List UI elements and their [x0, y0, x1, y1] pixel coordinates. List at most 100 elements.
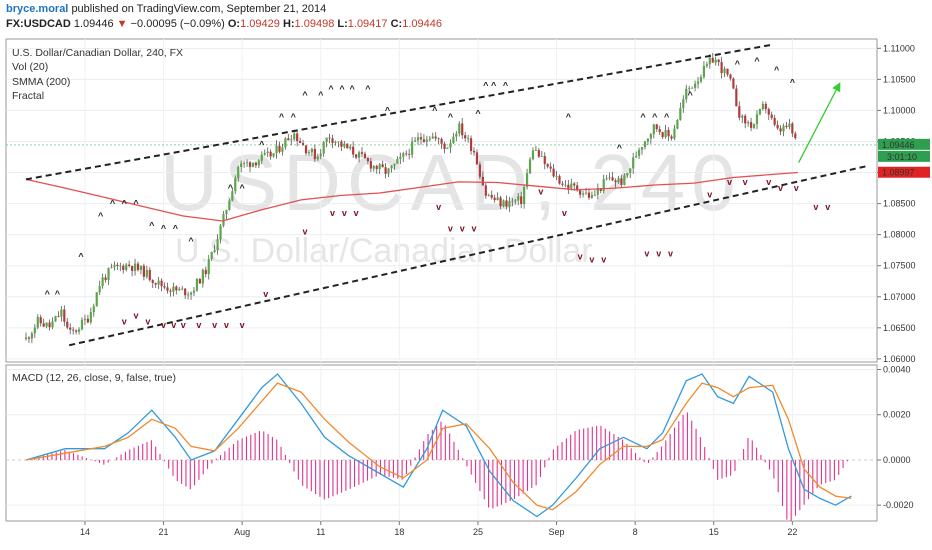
candle-up	[207, 258, 210, 275]
candle-up	[325, 137, 328, 143]
candle-up	[192, 290, 196, 293]
fractal-down-marker: v	[134, 311, 139, 321]
candle-up	[511, 200, 514, 202]
candle-down	[549, 166, 552, 169]
fractal-down-marker: v	[171, 320, 176, 330]
candle-up	[691, 87, 694, 89]
candle-down	[128, 264, 131, 267]
candle-down	[419, 137, 423, 140]
price-axis[interactable]: 1.110001.105001.100001.095001.090001.085…	[877, 43, 916, 364]
candle-up	[113, 264, 116, 268]
candle-up	[24, 337, 28, 340]
candle-up	[243, 163, 246, 164]
indicator-smma[interactable]: SMMA (200)	[12, 76, 70, 88]
candle-down	[791, 123, 794, 134]
fractal-down-marker: v	[161, 320, 166, 330]
time-tick-label: 22	[787, 527, 797, 537]
fractal-down-marker: v	[794, 183, 799, 193]
candle-down	[287, 138, 290, 141]
candle-up	[349, 146, 352, 149]
candle-down	[366, 158, 370, 162]
fractal-up-marker: ^	[365, 84, 371, 94]
candle-up	[643, 141, 647, 148]
candle-up	[693, 83, 697, 88]
candlesticks	[24, 52, 797, 344]
candle-up	[708, 57, 711, 65]
smma-line	[25, 171, 798, 222]
candle-up	[534, 150, 538, 151]
candle-down	[204, 269, 207, 275]
candle-down	[776, 124, 779, 129]
candle-up	[195, 279, 199, 291]
candle-down	[469, 138, 473, 151]
candle-up	[33, 327, 36, 334]
candle-down	[440, 138, 443, 144]
macd-tick-label: 0.0020	[883, 410, 911, 420]
candle-down	[254, 162, 258, 166]
candle-up	[758, 108, 762, 115]
fractal-down-marker: v	[825, 202, 830, 212]
candle-down	[537, 150, 540, 157]
fractal-up-marker: ^	[483, 81, 489, 91]
candle-up	[219, 225, 222, 240]
main-pane[interactable]	[5, 38, 878, 363]
candle-up	[133, 263, 137, 271]
candle-down	[717, 59, 720, 63]
price-tick-label: 1.08000	[883, 230, 916, 240]
candle-down	[86, 318, 89, 323]
fractal-up-marker: ^	[432, 106, 438, 116]
candle-down	[546, 164, 549, 167]
published-text: published on TradingView.com, September …	[71, 3, 327, 15]
projection-arrow[interactable]	[798, 82, 841, 163]
candle-up	[110, 267, 113, 269]
main-legend[interactable]: U.S. Dollar/Canadian Dollar, 240, FX Vol…	[12, 47, 183, 102]
fractal-down-marker: v	[354, 208, 359, 218]
candle-up	[699, 77, 703, 82]
candle-down	[408, 153, 411, 155]
candle-up	[98, 286, 101, 293]
candle-down	[346, 143, 349, 149]
candle-up	[705, 64, 708, 67]
indicator-vol[interactable]: Vol (20)	[12, 61, 48, 73]
candle-down	[384, 167, 387, 174]
candle-down	[472, 150, 476, 153]
fractal-up-marker: ^	[652, 112, 658, 122]
candle-up	[393, 163, 396, 166]
candle-up	[649, 134, 652, 139]
fractal-up-marker: ^	[735, 59, 741, 69]
candle-up	[310, 148, 314, 153]
fractal-down-marker: v	[601, 255, 606, 265]
candle-up	[664, 129, 667, 138]
indicator-fractal[interactable]: Fractal	[12, 90, 44, 102]
channel-upper-line[interactable]	[25, 43, 773, 181]
fractal-down-marker: v	[196, 320, 201, 330]
fractal-up-marker: ^	[774, 65, 780, 75]
macd-title[interactable]: MACD (12, 26, close, 9, false, true)	[12, 372, 176, 384]
candle-down	[505, 200, 508, 207]
candle-up	[605, 178, 608, 180]
candle-up	[225, 210, 228, 215]
candle-up	[77, 329, 81, 332]
time-axis[interactable]: 14 21 Aug 11 18 25 Sep 8 15 22	[80, 521, 797, 537]
candle-up	[257, 160, 260, 166]
candle-down	[729, 74, 732, 79]
candle-down	[136, 263, 140, 270]
candle-down	[587, 192, 591, 198]
fractal-up-marker: ^	[259, 140, 265, 150]
candle-up	[570, 183, 573, 189]
candle-up	[172, 286, 175, 292]
publisher-user-link[interactable]: bryce.moral	[6, 3, 69, 15]
candle-down	[363, 153, 367, 159]
channel-lower-line[interactable]	[69, 164, 869, 347]
candle-down	[131, 266, 134, 271]
fractal-down-marker: v	[707, 189, 712, 199]
candle-up	[266, 151, 269, 154]
macd-axis[interactable]: 0.0040 0.0020 0.0000 -0.0020	[877, 365, 914, 511]
fractal-down-marker: v	[778, 183, 783, 193]
fractal-up-marker: ^	[617, 143, 623, 153]
candle-up	[178, 288, 181, 291]
open-value: 1.09429	[240, 18, 280, 30]
candle-down	[738, 106, 741, 118]
candle-down	[304, 145, 308, 154]
